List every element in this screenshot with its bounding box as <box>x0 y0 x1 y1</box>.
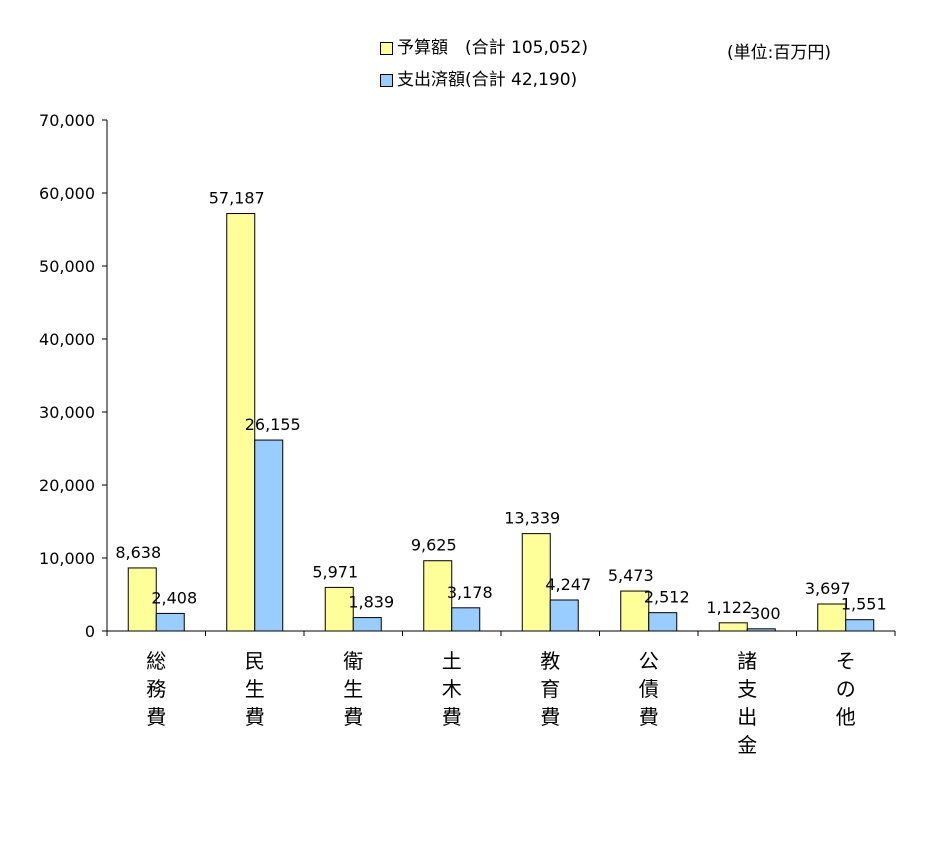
data-label-expenditure: 4,247 <box>545 575 591 594</box>
data-label-expenditure: 26,155 <box>245 415 301 434</box>
category-label: の <box>836 677 856 701</box>
bar-budget <box>620 590 650 632</box>
category-label: 費 <box>540 705 560 729</box>
legend-label-expenditure: 支出済額(合計 42,190) <box>397 70 578 90</box>
y-tick-label: 10,000 <box>39 549 95 568</box>
data-label-budget: 3,697 <box>805 579 851 598</box>
legend-swatch-expenditure <box>380 73 393 87</box>
category-label: 生 <box>343 677 363 701</box>
category-label: 民 <box>245 649 265 673</box>
y-tick-label: 0 <box>85 622 95 641</box>
bar-expenditure <box>549 599 579 632</box>
data-label-expenditure: 1,551 <box>841 595 887 614</box>
category-label: 出 <box>737 705 757 729</box>
data-label-budget: 9,625 <box>411 536 457 555</box>
data-label-budget: 1,122 <box>706 598 752 617</box>
category-label: 育 <box>540 677 560 701</box>
category-label: 費 <box>245 705 265 729</box>
category-label: 務 <box>146 677 166 701</box>
bar-budget <box>127 567 157 632</box>
bar-expenditure <box>845 619 875 632</box>
y-tick-label: 60,000 <box>39 184 95 203</box>
legend-swatch-budget <box>380 41 393 55</box>
category-label: 費 <box>343 705 363 729</box>
data-label-budget: 5,971 <box>312 562 358 581</box>
data-label-expenditure: 2,408 <box>151 588 197 607</box>
data-label-expenditure: 3,178 <box>447 583 493 602</box>
category-label: 諸 <box>737 649 757 673</box>
unit-label: (単位:百万円) <box>727 43 831 63</box>
data-label-budget: 57,187 <box>209 189 265 208</box>
category-label: 土 <box>442 649 462 673</box>
data-label-budget: 5,473 <box>608 566 654 585</box>
bar-expenditure <box>155 612 185 632</box>
bar-budget <box>324 586 354 632</box>
data-label-budget: 13,339 <box>504 509 560 528</box>
data-label-expenditure: 2,512 <box>644 588 690 607</box>
bar-expenditure <box>648 612 678 632</box>
bar-expenditure <box>746 628 776 632</box>
y-tick-label: 30,000 <box>39 403 95 422</box>
y-tick-label: 20,000 <box>39 476 95 495</box>
category-label: 総 <box>146 649 166 673</box>
legend: 予算額 (合計 105,052) 支出済額(合計 42,190) <box>380 32 588 96</box>
category-label: 債 <box>639 677 659 701</box>
y-tick-label: 40,000 <box>39 330 95 349</box>
bar-expenditure <box>352 617 382 632</box>
category-label: 木 <box>442 677 462 701</box>
bar-budget <box>226 213 256 632</box>
bar-budget <box>718 622 748 632</box>
legend-item-expenditure: 支出済額(合計 42,190) <box>380 64 588 96</box>
category-label: 公 <box>639 649 659 673</box>
category-label: そ <box>836 649 856 673</box>
y-tick-label: 50,000 <box>39 257 95 276</box>
category-label: 他 <box>836 705 856 729</box>
data-label-budget: 8,638 <box>115 543 161 562</box>
category-label: 費 <box>639 705 659 729</box>
category-label: 衛 <box>343 649 363 673</box>
category-label: 費 <box>146 705 166 729</box>
bar-expenditure <box>254 439 284 632</box>
category-label: 金 <box>737 733 757 757</box>
category-label: 教 <box>540 649 560 673</box>
y-tick-label: 70,000 <box>39 111 95 130</box>
bar-expenditure <box>451 607 481 632</box>
legend-item-budget: 予算額 (合計 105,052) <box>380 32 588 64</box>
legend-label-budget: 予算額 (合計 105,052) <box>397 38 588 58</box>
bar-budget <box>423 560 453 632</box>
category-label: 支 <box>737 677 757 701</box>
category-label: 生 <box>245 677 265 701</box>
data-label-expenditure: 300 <box>750 604 781 623</box>
bar-budget <box>521 533 551 632</box>
category-label: 費 <box>442 705 462 729</box>
data-label-expenditure: 1,839 <box>348 593 394 612</box>
bar-budget <box>817 603 847 632</box>
